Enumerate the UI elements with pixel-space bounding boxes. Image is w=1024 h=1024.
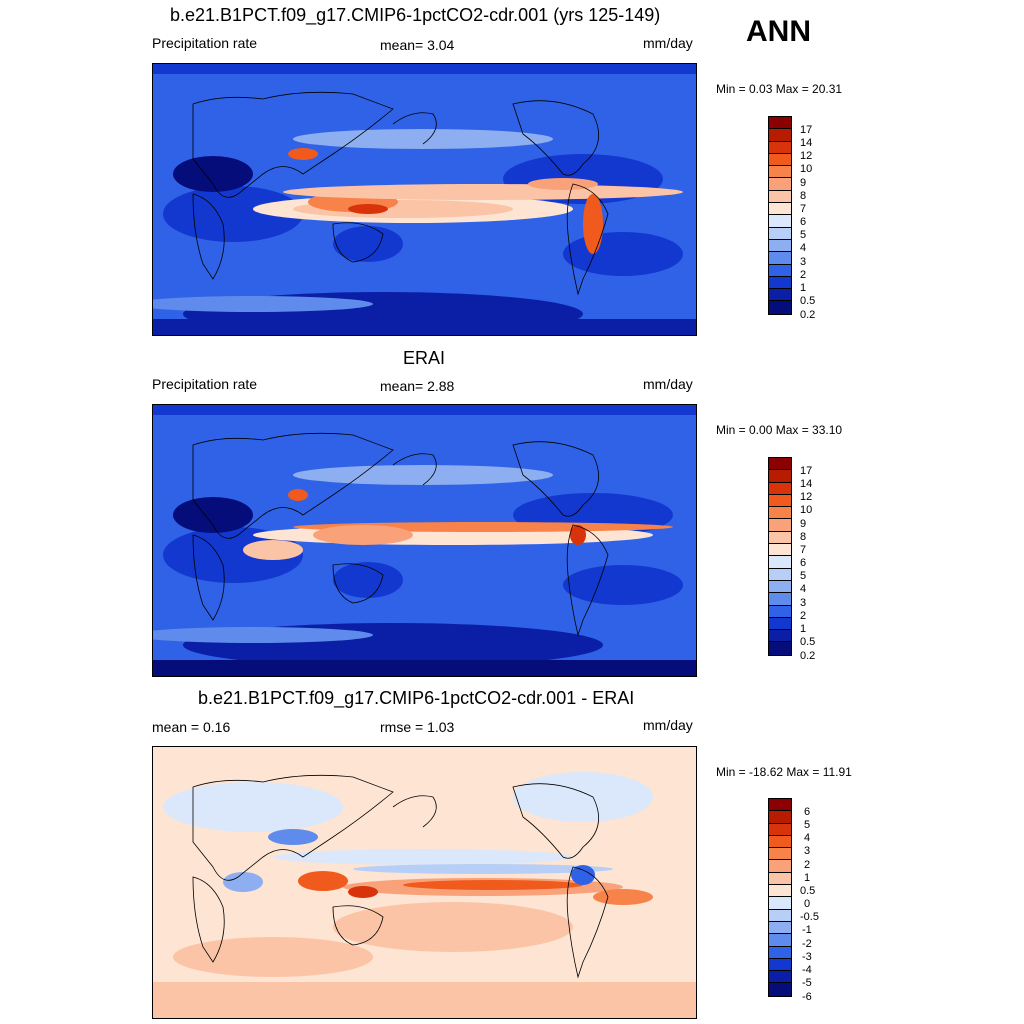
- panel2-left-label: Precipitation rate: [152, 376, 258, 392]
- panel3-cbar-tick: 2: [804, 859, 811, 871]
- panel2-cbar-tick: 4: [800, 583, 807, 595]
- panel1-colorbar: [768, 116, 792, 315]
- panel1-cbar-tick: 2: [800, 269, 807, 281]
- panel2-cbar-tick: 0.5: [800, 636, 816, 648]
- panel3-cbar-tick: 0: [804, 898, 811, 910]
- panel3-units-label: mm/day: [643, 717, 693, 733]
- panel3-cbar-tick: -3: [802, 951, 812, 963]
- panel2-cbar-tick: 12: [800, 491, 813, 503]
- panel3-difference-map: [152, 746, 697, 1019]
- panel3-cbar-tick: -0.5: [800, 911, 819, 923]
- panel2-cbar-tick: 2: [800, 610, 807, 622]
- panel2-mean-label: mean= 2.88: [380, 378, 455, 394]
- panel2-cbar-tick: 9: [800, 518, 807, 530]
- panel3-cbar-tick: 1: [804, 872, 811, 884]
- panel2-cbar-tick: 17: [800, 465, 813, 477]
- panel1-cbar-tick: 4: [800, 242, 807, 254]
- panel2-cbar-tick: 10: [800, 504, 813, 516]
- panel1-cbar-tick: 12: [800, 150, 813, 162]
- panel2-cbar-tick: 6: [800, 557, 807, 569]
- panel3-cbar-tick: -2: [802, 938, 812, 950]
- panel3-cbar-tick: 0.5: [800, 885, 816, 897]
- panel3-minmax: Min = -18.62 Max = 11.91: [716, 765, 852, 779]
- panel3-cbar-tick: 3: [804, 845, 811, 857]
- panel3-cbar-tick: -6: [802, 991, 812, 1003]
- panel1-title: b.e21.B1PCT.f09_g17.CMIP6-1pctCO2-cdr.00…: [170, 5, 661, 25]
- panel3-title: b.e21.B1PCT.f09_g17.CMIP6-1pctCO2-cdr.00…: [198, 688, 635, 708]
- panel1-cbar-tick: 3: [800, 256, 807, 268]
- panel2-cbar-tick: 1: [800, 623, 807, 635]
- panel3-cbar-tick: 6: [804, 806, 811, 818]
- panel3-colorbar: [768, 798, 792, 997]
- panel3-cbar-tick: -4: [802, 964, 812, 976]
- panel3-cbar-tick: -1: [802, 924, 812, 936]
- panel2-title: ERAI: [403, 348, 446, 368]
- panel2-precip-map: [152, 404, 697, 677]
- panel1-mean-label: mean= 3.04: [380, 37, 455, 53]
- panel2-minmax: Min = 0.00 Max = 33.10: [716, 423, 843, 437]
- panel1-cbar-tick: 17: [800, 124, 813, 136]
- panel1-cbar-tick: 5: [800, 229, 807, 241]
- panel2-units-label: mm/day: [643, 376, 693, 392]
- panel1-left-label: Precipitation rate: [152, 35, 258, 51]
- panel1-precip-map: [152, 63, 697, 336]
- panel1-units-label: mm/day: [643, 35, 693, 51]
- panel2-cbar-tick: 0.2: [800, 650, 816, 662]
- panel2-cbar-tick: 8: [800, 531, 807, 543]
- panel1-cbar-tick: 8: [800, 190, 807, 202]
- panel3-cbar-tick: 5: [804, 819, 811, 831]
- panel2-cbar-tick: 14: [800, 478, 813, 490]
- panel1-cbar-tick: 1: [800, 282, 807, 294]
- panel2-cbar-tick: 7: [800, 544, 807, 556]
- panel3-rmse-label: rmse = 1.03: [380, 719, 455, 735]
- panel1-minmax: Min = 0.03 Max = 20.31: [716, 82, 843, 96]
- panel1-cbar-tick: 0.2: [800, 309, 816, 321]
- panel3-cbar-tick: 4: [804, 832, 811, 844]
- panel1-cbar-tick: 6: [800, 216, 807, 228]
- panel1-cbar-tick: 14: [800, 137, 813, 149]
- panel2-cbar-tick: 5: [800, 570, 807, 582]
- panel3-cbar-tick: -5: [802, 977, 812, 989]
- panel1-cbar-tick: 0.5: [800, 295, 816, 307]
- panel1-cbar-tick: 7: [800, 203, 807, 215]
- panel2-colorbar: [768, 457, 792, 656]
- panel2-cbar-tick: 3: [800, 597, 807, 609]
- panel1-cbar-tick: 10: [800, 163, 813, 175]
- season-label: ANN: [746, 15, 811, 48]
- panel1-cbar-tick: 9: [800, 177, 807, 189]
- panel3-mean-label: mean = 0.16: [152, 719, 231, 735]
